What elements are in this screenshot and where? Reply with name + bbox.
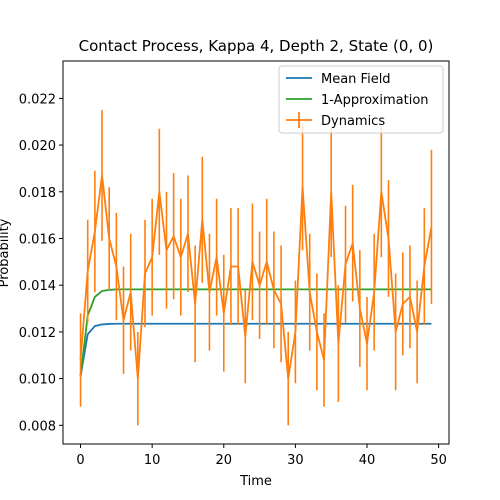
x-tick-label: 10 xyxy=(144,453,161,468)
legend-box xyxy=(278,65,444,134)
series-line-mean-field xyxy=(79,322,432,377)
plot-area xyxy=(79,110,433,426)
series-line-1-approximation xyxy=(79,288,432,377)
x-tick-label: 50 xyxy=(430,453,447,468)
y-tick-label: 0.020 xyxy=(19,139,56,154)
x-tick-label: 0 xyxy=(76,453,84,468)
x-tick-label: 30 xyxy=(287,453,304,468)
x-axis: 0 10 20 30 40 50 xyxy=(76,444,447,468)
y-tick-label: 0.018 xyxy=(19,186,56,201)
series-layer xyxy=(79,110,433,426)
y-axis-label: Probability xyxy=(0,218,12,287)
y-tick-label: 0.014 xyxy=(19,279,56,294)
series-line-dynamics xyxy=(79,174,433,380)
legend: Mean Field 1-Approximation Dynamics xyxy=(278,65,444,134)
y-tick-label: 0.016 xyxy=(19,232,56,247)
chart-title: Contact Process, Kappa 4, Depth 2, State… xyxy=(79,37,434,55)
axes-frame xyxy=(62,60,450,445)
x-tick-label: 20 xyxy=(216,453,233,468)
x-axis-label: Time xyxy=(239,474,272,489)
y-tick-label: 0.010 xyxy=(19,373,56,388)
y-tick-label: 0.012 xyxy=(19,326,56,341)
x-tick-label: 40 xyxy=(359,453,376,468)
legend-label-1-approximation: 1-Approximation xyxy=(321,93,429,108)
legend-label-mean-field: Mean Field xyxy=(321,72,391,87)
y-tick-label: 0.008 xyxy=(19,419,56,434)
y-axis: 0.008 0.010 0.012 0.014 0.016 0.018 0.020 0.022 xyxy=(19,92,63,434)
legend-label-dynamics: Dynamics xyxy=(321,114,385,129)
y-tick-label: 0.022 xyxy=(19,92,56,107)
